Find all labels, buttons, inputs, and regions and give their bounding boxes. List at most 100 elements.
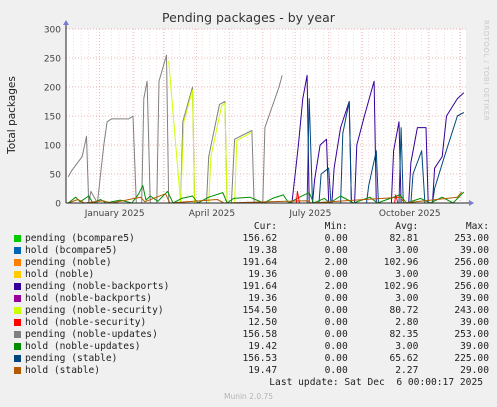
- y-tick-label: 150: [44, 113, 61, 123]
- legend-label: pending (stable): [25, 353, 118, 364]
- legend-cur-value: 156.53: [242, 353, 278, 364]
- legend-label: hold (noble-backports): [25, 293, 153, 304]
- legend-max-value: 243.00: [454, 305, 489, 316]
- legend-avg-value: 102.96: [383, 281, 419, 292]
- legend-max-value: 253.00: [454, 233, 489, 244]
- legend-cur-value: 12.50: [248, 317, 278, 328]
- legend-header: Cur: Min: Avg: Max:: [14, 221, 489, 233]
- legend-label: hold (noble): [25, 269, 95, 280]
- legend-label: hold (noble-security): [25, 317, 147, 328]
- legend-swatch: [14, 343, 21, 350]
- y-tick-label: 300: [44, 26, 61, 36]
- legend-avg-value: 3.00: [395, 269, 419, 280]
- legend-avg-value: 102.96: [383, 257, 419, 268]
- legend-swatch: [14, 319, 21, 326]
- x-tick-label: April 2025: [189, 209, 235, 219]
- legend-header-avg: Avg:: [395, 221, 419, 232]
- x-tick-label: July 2025: [288, 209, 331, 219]
- legend-min-value: 2.00: [324, 281, 348, 292]
- legend: Cur: Min: Avg: Max: pending (bcompare5) 1…: [14, 221, 489, 377]
- legend-label: hold (noble-updates): [25, 341, 141, 352]
- legend-avg-value: 2.80: [395, 317, 419, 328]
- legend-min-value: 0.00: [324, 329, 348, 340]
- legend-min-value: 2.00: [324, 257, 348, 268]
- legend-label: pending (bcompare5): [25, 233, 135, 244]
- legend-max-value: 39.00: [460, 245, 489, 256]
- legend-label: pending (noble-security): [25, 305, 164, 316]
- series-line: [67, 54, 283, 204]
- legend-header-max: Max:: [465, 221, 489, 232]
- legend-header-min: Min:: [324, 221, 348, 232]
- legend-avg-value: 82.35: [389, 329, 419, 340]
- x-tick-label: October 2025: [379, 209, 441, 219]
- legend-swatch: [14, 283, 21, 290]
- chart-title: Pending packages - by year: [162, 10, 336, 25]
- legend-cur-value: 156.58: [242, 329, 278, 340]
- legend-swatch: [14, 355, 21, 362]
- legend-max-value: 256.00: [454, 281, 489, 292]
- legend-label: pending (noble-backports): [25, 281, 170, 292]
- legend-max-value: 39.00: [460, 317, 489, 328]
- y-axis-label: Total packages: [6, 76, 18, 155]
- rrdtool-watermark: RRDTOOL / TOBI OETIKER: [482, 20, 490, 122]
- legend-item: hold (noble-updates) 19.42 0.00 3.00 39.00: [14, 341, 489, 353]
- legend-avg-value: 3.00: [395, 293, 419, 304]
- legend-item: pending (noble) 191.64 2.00 102.96 256.00: [14, 257, 489, 269]
- x-axis-arrow-icon: [469, 200, 474, 206]
- legend-swatch: [14, 331, 21, 338]
- legend-avg-value: 80.72: [389, 305, 419, 316]
- y-tick-label: 200: [44, 84, 61, 94]
- legend-header-cur: Cur:: [253, 221, 278, 232]
- legend-cur-value: 191.64: [242, 281, 278, 292]
- legend-cur-value: 19.36: [248, 269, 278, 280]
- legend-cur-value: 19.36: [248, 293, 278, 304]
- legend-cur-value: 154.50: [242, 305, 278, 316]
- legend-min-value: 0.00: [324, 269, 348, 280]
- legend-swatch: [14, 367, 21, 374]
- legend-min-value: 0.00: [324, 233, 348, 244]
- legend-max-value: 256.00: [454, 257, 489, 268]
- legend-swatch: [14, 259, 21, 266]
- legend-min-value: 0.00: [324, 245, 348, 256]
- legend-item: pending (noble-updates) 156.58 0.00 82.35 25…: [14, 329, 489, 341]
- legend-label: pending (noble): [25, 257, 112, 268]
- legend-item: hold (bcompare5) 19.38 0.00 3.00 39.00: [14, 245, 489, 257]
- legend-avg-value: 82.81: [389, 233, 419, 244]
- legend-cur-value: 19.42: [248, 341, 278, 352]
- legend-item: pending (stable) 156.53 0.00 65.62 225.00: [14, 353, 489, 365]
- legend-item: pending (bcompare5) 156.62 0.00 82.81 253.00: [14, 233, 489, 245]
- legend-min-value: 0.00: [324, 365, 348, 376]
- legend-avg-value: 2.27: [395, 365, 419, 376]
- legend-item: hold (noble-backports) 19.36 0.00 3.00 39.00: [14, 293, 489, 305]
- legend-cur-value: 191.64: [242, 257, 278, 268]
- legend-item: pending (noble-security) 154.50 0.00 80.72 2…: [14, 305, 489, 317]
- x-tick-label: January 2025: [84, 209, 145, 219]
- legend-label: pending (noble-updates): [25, 329, 158, 340]
- y-axis-arrow-icon: [63, 20, 69, 25]
- legend-label: hold (stable): [25, 365, 101, 376]
- last-update-text: Last update: Sat Dec 6 00:00:17 2025: [269, 377, 483, 388]
- legend-max-value: 39.00: [460, 293, 489, 304]
- legend-max-value: 225.00: [454, 353, 489, 364]
- y-tick-label: 250: [44, 55, 61, 65]
- legend-swatch: [14, 295, 21, 302]
- legend-avg-value: 65.62: [389, 353, 419, 364]
- legend-min-value: 0.00: [324, 341, 348, 352]
- legend-item: hold (stable) 19.47 0.00 2.27 29.00: [14, 365, 489, 377]
- legend-cur-value: 19.47: [248, 365, 278, 376]
- legend-swatch: [14, 271, 21, 278]
- legend-swatch: [14, 307, 21, 314]
- munin-version: Munin 2.0.75: [223, 392, 274, 401]
- y-tick-label: 50: [50, 171, 62, 181]
- legend-label: hold (bcompare5): [25, 245, 118, 256]
- legend-swatch: [14, 235, 21, 242]
- legend-min-value: 0.00: [324, 353, 348, 364]
- legend-swatch: [14, 247, 21, 254]
- legend-item: hold (noble-security) 12.50 0.00 2.80 39.00: [14, 317, 489, 329]
- legend-min-value: 0.00: [324, 293, 348, 304]
- legend-cur-value: 19.38: [248, 245, 278, 256]
- legend-max-value: 253.00: [454, 329, 489, 340]
- y-tick-label: 100: [44, 142, 61, 152]
- legend-max-value: 39.00: [460, 341, 489, 352]
